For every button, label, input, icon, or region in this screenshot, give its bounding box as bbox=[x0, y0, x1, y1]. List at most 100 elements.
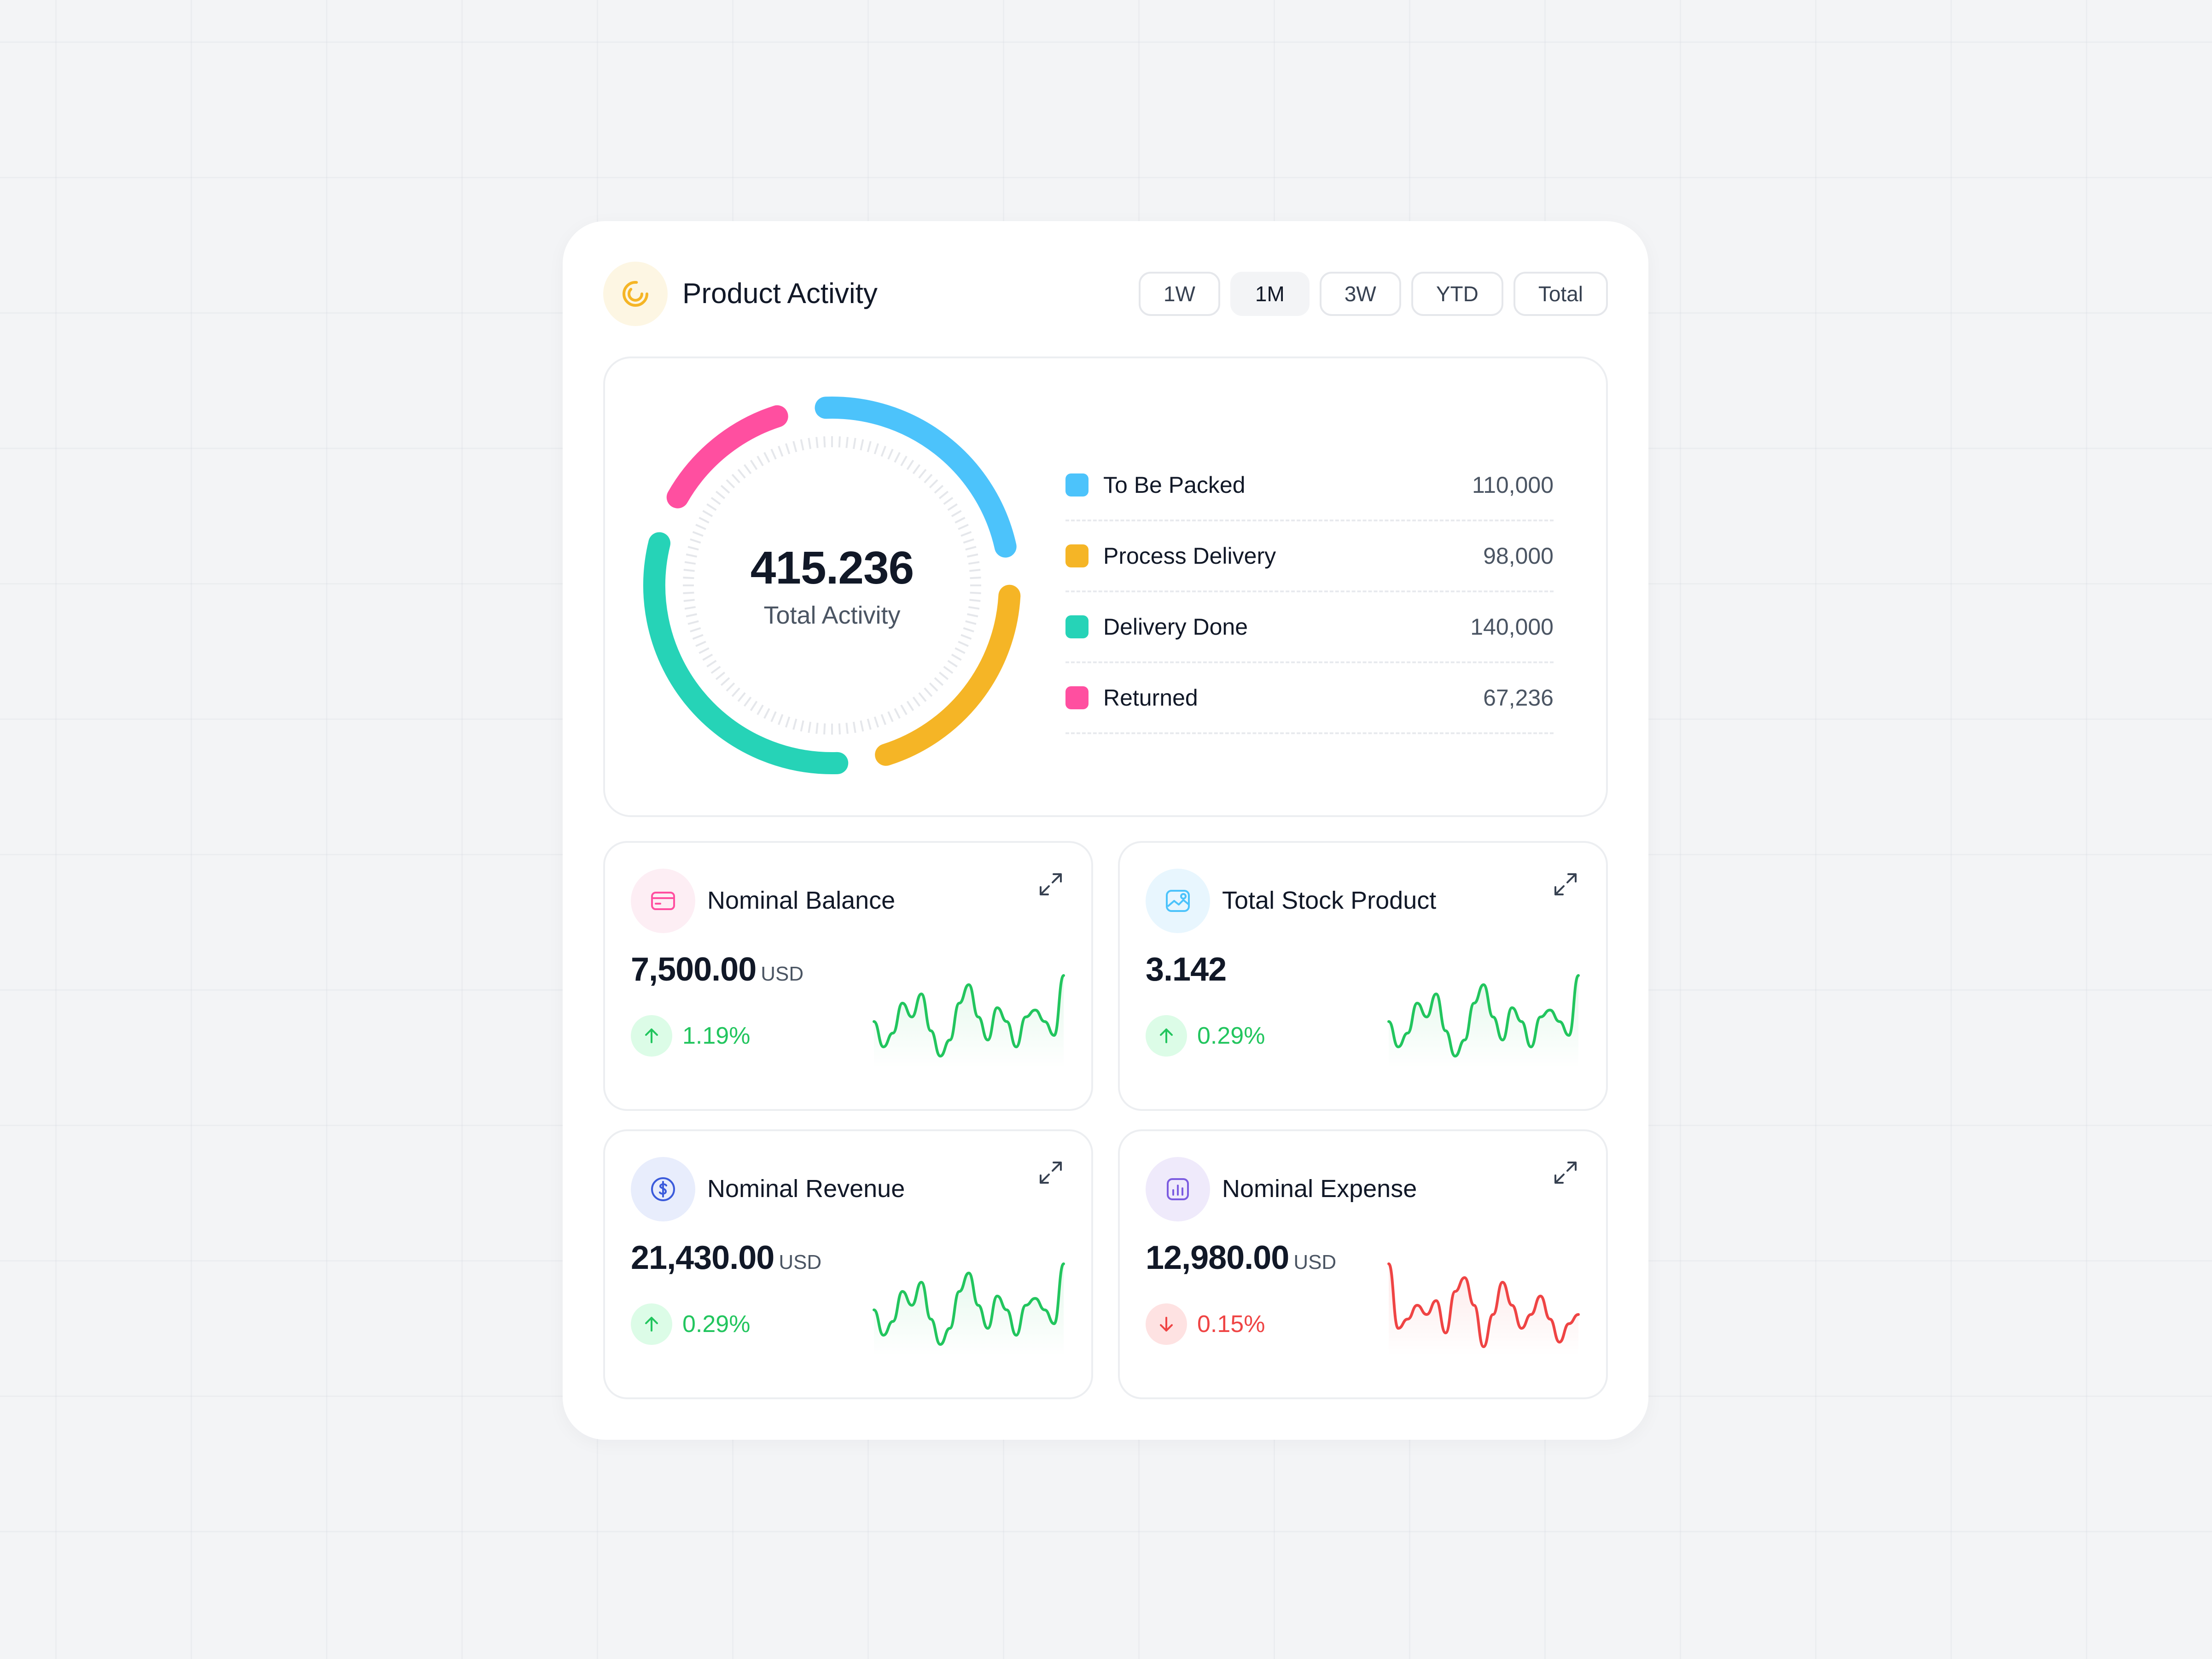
donut-tick bbox=[963, 538, 974, 544]
total-stock-product-card[interactable]: Total Stock Product 3.142 0.29% bbox=[1118, 841, 1608, 1111]
legend-item: To Be Packed 110,000 bbox=[1065, 450, 1554, 521]
donut-tick bbox=[965, 546, 977, 551]
donut-tick bbox=[943, 497, 954, 505]
donut-tick bbox=[785, 443, 791, 455]
donut-tick bbox=[845, 723, 849, 734]
donut-tick bbox=[815, 723, 819, 734]
donut-tick bbox=[684, 606, 696, 610]
donut-tick bbox=[702, 510, 713, 517]
expand-icon[interactable] bbox=[1036, 1158, 1065, 1187]
donut-tick bbox=[757, 704, 764, 715]
donut-tick bbox=[887, 449, 894, 460]
donut-tick bbox=[695, 524, 706, 530]
legend-swatch bbox=[1065, 686, 1089, 709]
sparkline-line bbox=[1387, 974, 1580, 1058]
donut-tick bbox=[867, 441, 872, 452]
legend-label: To Be Packed bbox=[1103, 472, 1246, 498]
legend-label: Process Delivery bbox=[1103, 543, 1276, 569]
donut-tick bbox=[757, 456, 764, 467]
period-total-button[interactable]: Total bbox=[1513, 272, 1608, 316]
stat-value: 21,430.00 USD bbox=[631, 1239, 822, 1276]
activity-spiral-icon bbox=[603, 262, 668, 326]
sparkline-area bbox=[874, 1264, 1064, 1356]
donut-tick bbox=[867, 719, 872, 730]
donut-tick bbox=[880, 714, 886, 725]
donut-tick bbox=[778, 445, 784, 457]
donut-center: 415.236 Total Activity bbox=[642, 395, 1022, 776]
donut-tick bbox=[699, 517, 710, 524]
donut-tick bbox=[695, 641, 706, 647]
sparkline-area bbox=[1389, 1264, 1578, 1356]
donut-tick bbox=[699, 647, 710, 654]
donut-tick bbox=[800, 439, 804, 450]
donut-tick bbox=[934, 485, 944, 494]
period-1w-button[interactable]: 1W bbox=[1138, 272, 1220, 316]
donut-tick bbox=[792, 719, 797, 730]
donut-tick bbox=[763, 452, 770, 463]
period-1m-button[interactable]: 1M bbox=[1230, 272, 1310, 316]
period-ytd-button[interactable]: YTD bbox=[1411, 272, 1503, 316]
bar-chart-icon bbox=[1146, 1157, 1210, 1221]
donut-tick bbox=[955, 647, 966, 654]
donut-tick bbox=[686, 553, 697, 558]
donut-tick bbox=[785, 716, 791, 728]
donut-tick bbox=[770, 449, 777, 460]
arrow-down-icon bbox=[1146, 1303, 1187, 1345]
donut-tick bbox=[838, 723, 841, 735]
sparkline-line bbox=[873, 974, 1065, 1058]
expand-icon[interactable] bbox=[1551, 870, 1580, 899]
donut-tick bbox=[912, 696, 921, 707]
donut-tick bbox=[683, 569, 695, 572]
donut-tick bbox=[715, 672, 726, 680]
donut-tick bbox=[823, 723, 826, 735]
activity-donut-chart bbox=[643, 397, 1021, 774]
product-activity-card: Product Activity 1W 1M 3W YTD Total 415.… bbox=[563, 221, 1648, 1440]
legend-swatch bbox=[1065, 473, 1089, 497]
nominal-expense-card[interactable]: Nominal Expense 12,980.00 USD 0.15% bbox=[1118, 1129, 1608, 1399]
sparkline-line bbox=[1387, 1262, 1580, 1349]
donut-tick bbox=[763, 708, 770, 719]
donut-tick bbox=[750, 701, 758, 711]
trend-indicator: 0.29% bbox=[1146, 1015, 1265, 1057]
donut-tick bbox=[686, 613, 697, 618]
donut-tick bbox=[706, 503, 717, 511]
donut-segment bbox=[643, 532, 849, 774]
trend-percent: 0.15% bbox=[1197, 1311, 1265, 1338]
credit-card-icon bbox=[631, 869, 695, 933]
donut-tick bbox=[912, 464, 921, 474]
nominal-balance-card[interactable]: Nominal Balance 7,500.00 USD 1.19% bbox=[603, 841, 1093, 1111]
donut-tick bbox=[967, 553, 978, 558]
donut-tick bbox=[906, 460, 914, 470]
expand-icon[interactable] bbox=[1036, 870, 1065, 899]
donut-tick bbox=[951, 654, 962, 661]
arrow-up-icon bbox=[631, 1015, 672, 1057]
donut-tick bbox=[800, 720, 804, 732]
donut-tick bbox=[690, 627, 701, 633]
donut-tick bbox=[743, 696, 752, 707]
donut-tick bbox=[692, 531, 704, 537]
donut-tick bbox=[815, 437, 819, 448]
nominal-revenue-card[interactable]: Nominal Revenue 21,430.00 USD 0.29% bbox=[603, 1129, 1093, 1399]
stat-title: Nominal Expense bbox=[1222, 1175, 1417, 1203]
arrow-up-icon bbox=[1146, 1015, 1187, 1057]
expand-icon[interactable] bbox=[1551, 1158, 1580, 1187]
card-header: Product Activity 1W 1M 3W YTD Total bbox=[603, 262, 1608, 326]
activity-legend: To Be Packed 110,000 Process Delivery 98… bbox=[1065, 450, 1554, 734]
donut-tick bbox=[743, 464, 752, 474]
donut-tick bbox=[873, 443, 879, 455]
trend-percent: 1.19% bbox=[682, 1022, 751, 1049]
period-3w-button[interactable]: 3W bbox=[1319, 272, 1401, 316]
legend-value: 140,000 bbox=[1470, 614, 1554, 640]
stat-title: Total Stock Product bbox=[1222, 887, 1437, 914]
donut-tick bbox=[900, 456, 908, 467]
card-title: Product Activity bbox=[682, 278, 878, 310]
donut-tick bbox=[906, 701, 914, 711]
donut-tick bbox=[852, 721, 856, 733]
donut-tick bbox=[947, 503, 958, 511]
donut-tick bbox=[715, 491, 726, 499]
donut-tick bbox=[924, 473, 933, 484]
donut-tick bbox=[710, 497, 721, 505]
stat-unit: USD bbox=[761, 963, 804, 985]
donut-tick bbox=[823, 436, 826, 448]
period-selector: 1W 1M 3W YTD Total bbox=[1138, 272, 1608, 316]
